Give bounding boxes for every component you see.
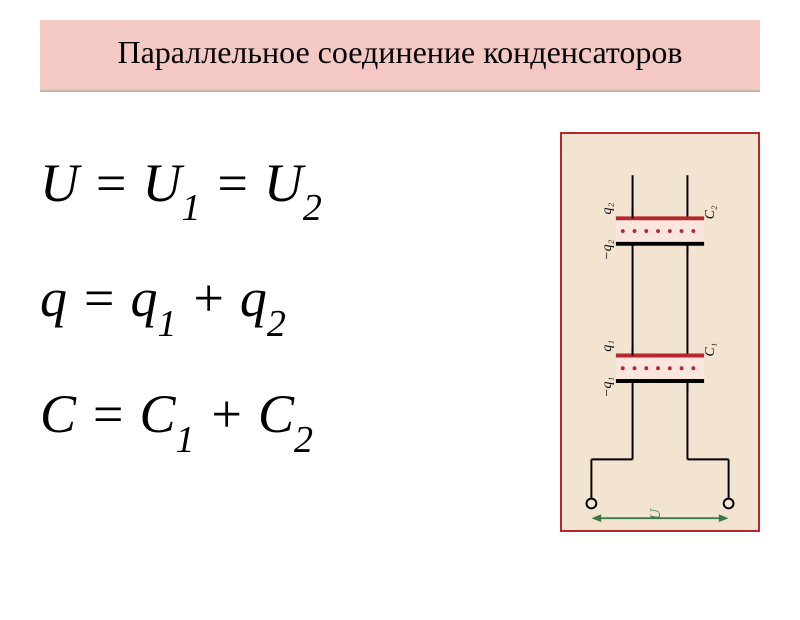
field-dot — [633, 366, 637, 370]
field-dot — [691, 229, 695, 233]
label-neg-q1: −q₁ — [599, 376, 614, 397]
label-neg-q2: −q₂ — [599, 239, 614, 260]
content-area: U = U1 = U2 q = q1 + q2 C = C1 + C2 — [0, 132, 800, 532]
label-q1: q₁ — [599, 340, 614, 352]
label-c1: C₁ — [702, 342, 717, 356]
slide-title: Параллельное соединение конденсаторов — [40, 32, 760, 74]
field-dot — [621, 229, 625, 233]
field-dot — [644, 366, 648, 370]
field-dot — [680, 366, 684, 370]
label-u: U — [648, 507, 664, 519]
field-dot — [644, 229, 648, 233]
formula-voltage: U = U1 = U2 — [40, 152, 530, 223]
formula-capacitance: C = C1 + C2 — [40, 383, 530, 454]
field-dot — [668, 229, 672, 233]
formula-charge: q = q1 + q2 — [40, 267, 530, 338]
label-q2: q₂ — [599, 202, 614, 214]
field-dot — [656, 366, 660, 370]
field-dot — [621, 366, 625, 370]
field-dot — [680, 229, 684, 233]
slide-header: Параллельное соединение конденсаторов — [40, 20, 760, 92]
circuit-svg: q₁ −q₁ C₁ q₂ −q₂ C₂ — [562, 134, 758, 530]
field-dot — [633, 229, 637, 233]
field-dot — [691, 366, 695, 370]
circuit-diagram: q₁ −q₁ C₁ q₂ −q₂ C₂ — [560, 132, 760, 532]
label-c2: C₂ — [702, 205, 717, 219]
field-dot — [668, 366, 672, 370]
field-dot — [656, 229, 660, 233]
formula-block: U = U1 = U2 q = q1 + q2 C = C1 + C2 — [40, 132, 530, 454]
